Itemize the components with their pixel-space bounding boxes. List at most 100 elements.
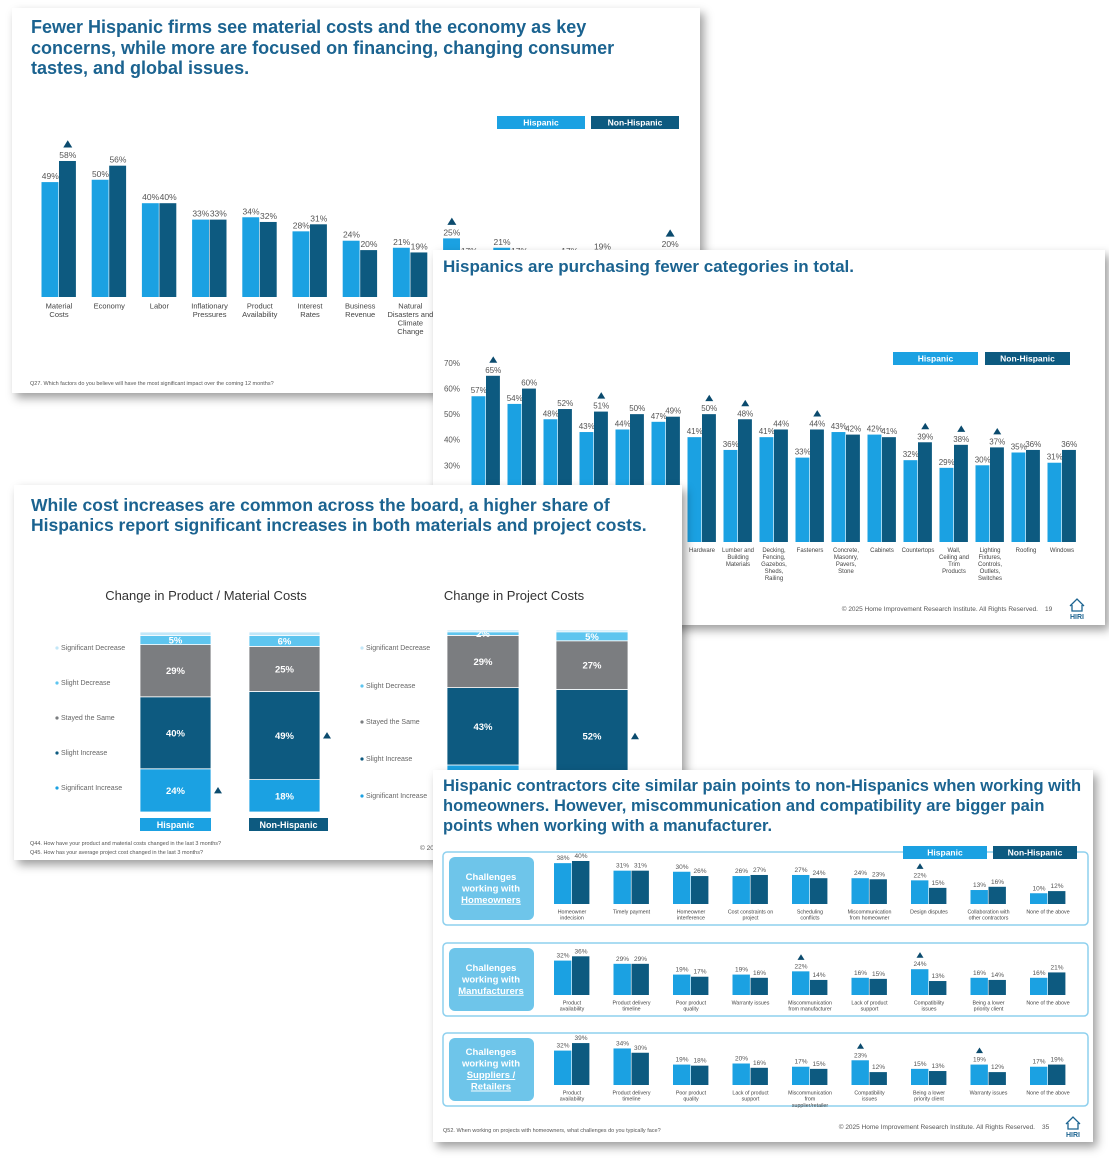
- legend-dot: [55, 786, 59, 790]
- bar: [774, 429, 788, 542]
- value-label: 51%: [593, 402, 609, 411]
- value-label: 38%: [556, 855, 569, 862]
- value-label: 27%: [753, 867, 766, 874]
- category-label: Business Revenue: [345, 302, 376, 320]
- legend-label: Slight Increase: [61, 750, 107, 757]
- page-number: 19: [1045, 606, 1053, 613]
- bar-segment: [139, 644, 212, 698]
- bar: [929, 887, 947, 904]
- significance-marker: [447, 217, 457, 225]
- category-label: Warranty issues: [732, 1000, 770, 1006]
- bar: [109, 165, 127, 297]
- category-label: Non-Hispanic: [259, 820, 317, 830]
- significance-marker: [597, 392, 606, 399]
- category-label: Labor: [150, 302, 170, 311]
- category-label: Countertops: [902, 548, 935, 554]
- bar: [1047, 462, 1062, 542]
- panel-label: Challenges working with: [461, 1047, 520, 1070]
- value-label: 24%: [812, 870, 825, 877]
- legend-label: Slight Decrease: [366, 683, 416, 690]
- value-label: 50%: [701, 404, 717, 413]
- bar: [911, 880, 929, 904]
- category-label: Miscommunication from manufacturer: [788, 1000, 832, 1012]
- legend-dot: [360, 646, 364, 650]
- bar: [673, 1064, 691, 1085]
- category-label: Miscommunication from homeowner: [848, 909, 892, 921]
- legend-dot: [55, 751, 59, 755]
- legend-label: Stayed the Same: [61, 715, 115, 722]
- category-label: Natural Disasters and Climate Change: [387, 302, 433, 337]
- value-label: 31%: [310, 213, 327, 223]
- bar: [1048, 1064, 1066, 1085]
- bar: [810, 429, 824, 542]
- category-label: None of the above: [1026, 909, 1069, 915]
- panel-label: Challenges working with: [461, 872, 520, 895]
- bar: [554, 1050, 572, 1085]
- legend-dot: [360, 684, 364, 688]
- value-label: 19%: [675, 1057, 688, 1064]
- bar-segment: [139, 696, 212, 770]
- bar: [954, 444, 968, 542]
- category-label: Homeowner interference: [677, 909, 706, 921]
- value-label: 32%: [556, 953, 569, 960]
- value-label: 54%: [507, 394, 523, 403]
- bar-segment: [248, 779, 321, 813]
- value-label: 23%: [872, 871, 885, 878]
- category-label: Timely payment: [613, 909, 651, 915]
- segment-label: 25%: [275, 664, 295, 675]
- bar: [613, 870, 631, 904]
- category-label: Being a lower priority client: [913, 1090, 945, 1102]
- value-label: 13%: [931, 1063, 944, 1070]
- y-tick-label: 60%: [444, 385, 460, 394]
- category-label: Scheduling conflicts: [797, 909, 823, 921]
- logo-icon: [1065, 1116, 1081, 1130]
- legend-dot: [55, 646, 59, 650]
- value-label: 40%: [574, 853, 587, 860]
- slide-canvas: Hispanic Non-Hispanic 49% 58% Material Costs 5…: [30, 116, 679, 387]
- bar: [392, 247, 410, 297]
- value-label: 41%: [687, 427, 703, 436]
- bar: [939, 467, 954, 542]
- value-label: 26%: [693, 868, 706, 875]
- bar: [554, 960, 572, 995]
- value-label: 10%: [1032, 885, 1045, 892]
- significance-marker: [857, 1043, 864, 1049]
- category-label: Miscommunication from supplier/retailer: [788, 1090, 832, 1109]
- y-tick-label: 50%: [444, 410, 460, 419]
- value-label: 37%: [989, 437, 1005, 446]
- legend-swatch: [497, 116, 585, 129]
- value-label: 48%: [737, 409, 753, 418]
- bar: [810, 1068, 828, 1085]
- legend-label: Significant Increase: [61, 785, 122, 792]
- value-label: 15%: [913, 1061, 926, 1068]
- value-label: 30%: [675, 864, 688, 871]
- category-label: Hardware: [689, 548, 716, 554]
- bar: [572, 956, 590, 995]
- bar: [750, 977, 768, 995]
- value-label: 60%: [521, 379, 537, 388]
- value-label: 19%: [675, 967, 688, 974]
- category-label: Poor product quality: [676, 1090, 707, 1102]
- significance-marker: [63, 140, 73, 148]
- bar: [342, 240, 360, 297]
- panel-label-box: [449, 1038, 534, 1101]
- value-label: 40%: [160, 192, 177, 202]
- category-label: Being a lower priority client: [972, 1000, 1004, 1012]
- bar: [851, 977, 869, 995]
- value-label: 21%: [393, 237, 410, 247]
- bar: [1026, 449, 1040, 542]
- value-label: 17%: [693, 969, 706, 976]
- bar: [918, 442, 932, 542]
- bar: [970, 1064, 988, 1085]
- category-label: Product delivery timeline: [613, 1000, 651, 1012]
- significance-marker: [916, 952, 924, 958]
- value-label: 19%: [411, 241, 428, 251]
- category-label: Cost constraints on project: [728, 909, 773, 921]
- value-label: 30%: [634, 1045, 647, 1052]
- legend-swatch: [993, 846, 1077, 859]
- segment-label: 43%: [473, 722, 493, 733]
- bar: [759, 437, 774, 542]
- category-label: Product Availability: [242, 302, 278, 320]
